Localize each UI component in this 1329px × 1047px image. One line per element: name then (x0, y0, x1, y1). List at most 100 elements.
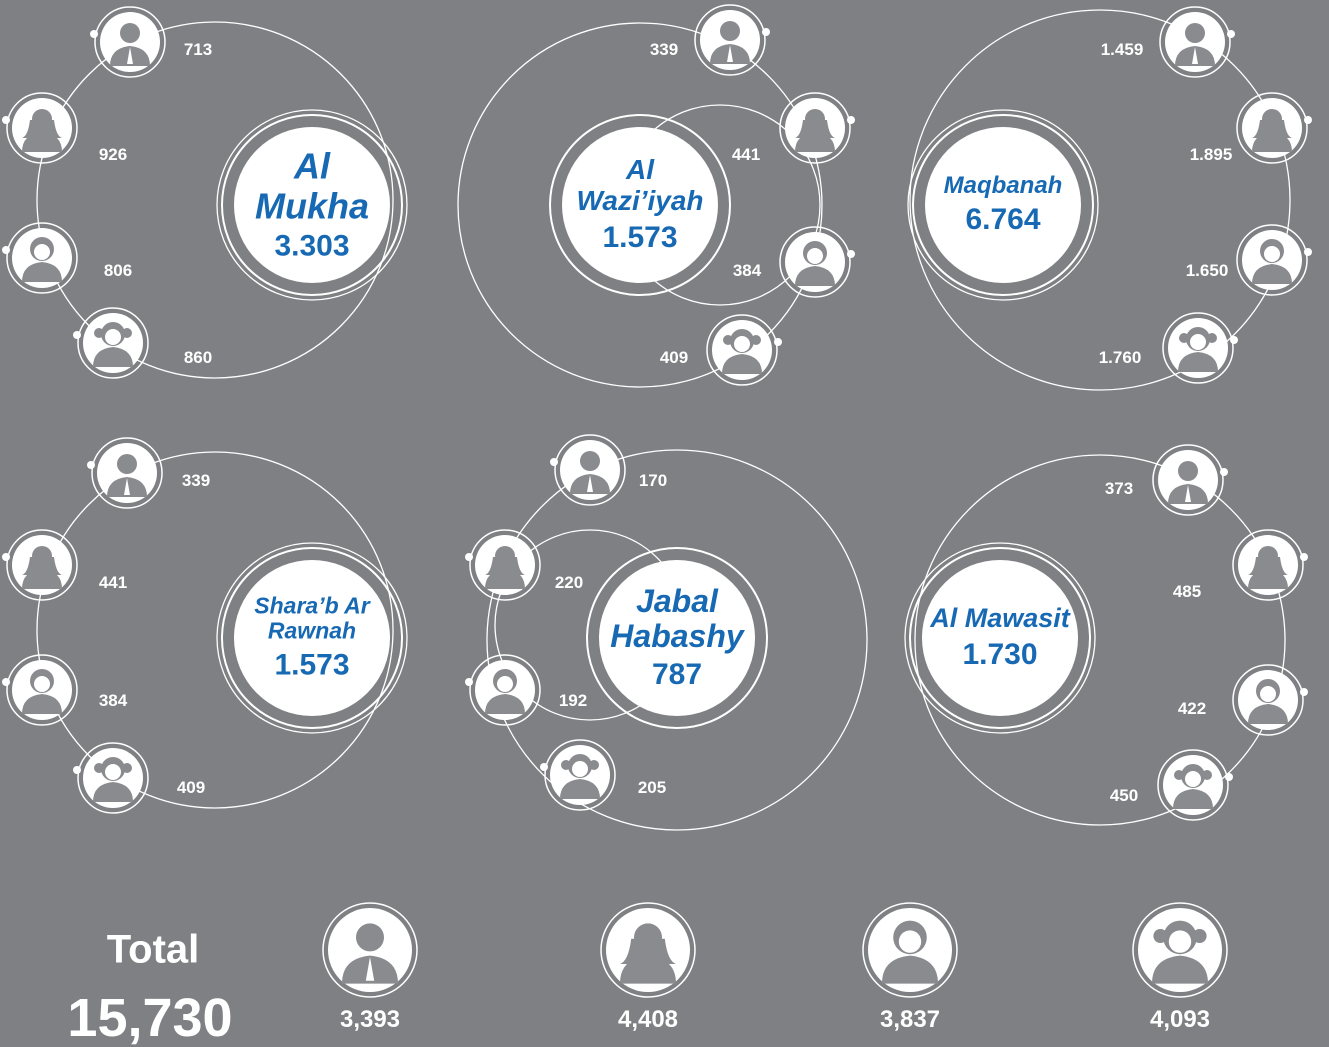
person-icon (540, 739, 616, 811)
icon-ring (1236, 92, 1308, 164)
person-icon (2, 92, 78, 164)
icon-pigtail (1207, 333, 1217, 343)
icon-ring (469, 529, 541, 601)
icon-dot (1304, 116, 1312, 124)
district-total: 1.573 (602, 220, 678, 254)
center-ring (586, 547, 768, 729)
icon-dot (1300, 553, 1308, 561)
person-icon (1236, 224, 1312, 296)
district-label: Al Wazi’iyah 1.573 (570, 154, 710, 255)
orbit (904, 542, 1096, 734)
person-icon (87, 437, 163, 509)
icon-body (882, 955, 938, 984)
count-label: 170 (638, 471, 668, 490)
icon-pigtail (751, 335, 761, 345)
icon-ring (6, 222, 78, 294)
icon-pigtail (723, 335, 733, 345)
icon-ring (554, 434, 626, 506)
person-icon (2, 654, 78, 726)
icon-dot (465, 678, 473, 686)
icon-ring (1236, 224, 1308, 296)
icon-hair (1248, 557, 1288, 575)
count-label: 373 (1104, 479, 1134, 498)
icon-head (120, 23, 140, 43)
icon-face (1168, 930, 1192, 953)
person-icon (1132, 902, 1228, 998)
icon-body (1178, 352, 1218, 372)
district-label: Jabal Habashy 787 (607, 583, 747, 692)
person-icon (1157, 749, 1233, 821)
icon-pigtail (1174, 770, 1184, 780)
orbit (36, 451, 394, 809)
icon-dot (73, 766, 81, 774)
icon-tie (1185, 485, 1191, 502)
icon-pigtail (122, 328, 132, 338)
icon-hair (22, 120, 62, 138)
person-icon (465, 529, 541, 601)
icon-pigtail (94, 328, 104, 338)
district-total: 6.764 (965, 203, 1041, 237)
icon-ring (1159, 6, 1231, 78)
person-icon (779, 92, 855, 164)
icon-tie (127, 47, 133, 64)
icon-body (1152, 955, 1208, 984)
icon-body (1173, 789, 1213, 809)
icon-ring (544, 739, 616, 811)
person-icon (2, 529, 78, 601)
icon-head (580, 451, 600, 471)
icon-ring (6, 92, 78, 164)
icon-body (22, 694, 62, 714)
count-label: 409 (659, 348, 689, 367)
person-icon (2, 222, 78, 294)
icon-hair (1252, 120, 1292, 138)
icon-dot (2, 678, 10, 686)
icon-tie (587, 475, 593, 492)
icon-pigtail (589, 760, 599, 770)
icon-pigtail (1202, 770, 1212, 780)
center-ring (221, 114, 403, 296)
center-ring (909, 547, 1091, 729)
icon-body (22, 262, 62, 282)
center-disc (925, 127, 1081, 283)
icon-pigtail (1192, 929, 1207, 943)
orbit (36, 21, 394, 379)
icon-ring (91, 437, 163, 509)
person-icon (1232, 529, 1308, 601)
count-label: 384 (98, 691, 128, 710)
icon-pigtail (94, 763, 104, 773)
count-label: 422 (1177, 699, 1207, 718)
orbit (914, 454, 1286, 826)
count-label: 713 (183, 40, 213, 59)
icon-body (1252, 264, 1292, 284)
icon-hair (620, 938, 676, 964)
icon-pigtail (1153, 929, 1168, 943)
count-label: 441 (731, 145, 761, 164)
person-icon (73, 742, 149, 814)
icon-body (560, 779, 600, 799)
icon-pigtail (1179, 333, 1189, 343)
district-label: Al Mawasit 1.730 (930, 603, 1070, 672)
center-disc (922, 560, 1078, 716)
icon-ring (6, 654, 78, 726)
count-label: 1.459 (1100, 40, 1144, 59)
icon-face (105, 329, 121, 345)
count-label: 339 (649, 40, 679, 59)
icon-dot (2, 553, 10, 561)
orbit (486, 449, 868, 831)
icon-dot (1230, 336, 1238, 344)
icon-body (93, 347, 133, 367)
count-label: 1.760 (1098, 348, 1142, 367)
district-name: Al Mukha (254, 145, 369, 226)
person-icon (1232, 664, 1308, 736)
icon-dot (2, 116, 10, 124)
icon-ring (94, 6, 166, 78)
count-label: 192 (558, 691, 588, 710)
person-icon (862, 902, 958, 998)
district-label: Al Mukha 3.303 (242, 146, 382, 263)
count-label: 1.650 (1185, 261, 1229, 280)
center-disc (234, 127, 390, 283)
count-label: 339 (181, 471, 211, 490)
icon-pigtail (122, 763, 132, 773)
icon-dot (87, 461, 95, 469)
